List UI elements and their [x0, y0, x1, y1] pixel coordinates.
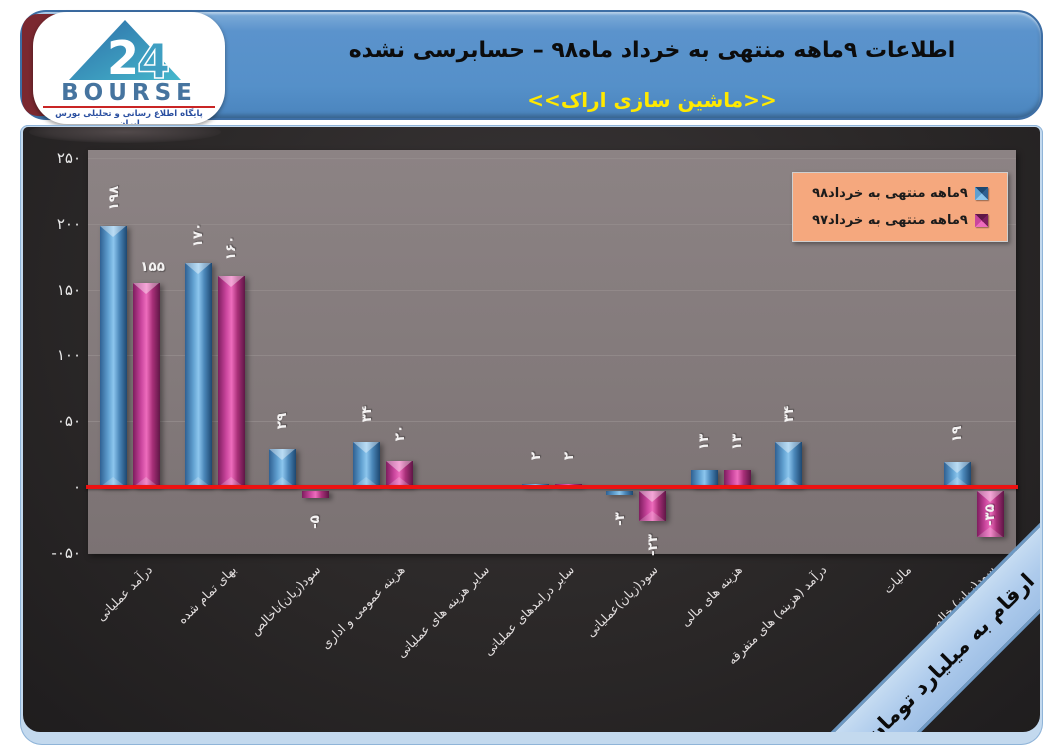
x-label-7: هزینه های مالی [677, 562, 746, 630]
bar-label-s98-2: ۲۹ [274, 412, 291, 430]
x-label-3: هزینه عمومی و اداری [318, 562, 408, 652]
chart-frame: ۲۵۰ ۲۰۰ ۱۵۰ ۱۰۰ ۰۵۰ ۰ -۰۵۰ ۱۹۸ ۱۷۰ ۲۹ ۳۴ ۲ -۳ ۱۳ ۳۴ ۱۹ ۱… [20, 125, 1043, 745]
bar-s98-2 [268, 448, 296, 488]
logo-tagline: پایگاه اطلاع رسانی و تحلیلی بورس ایران [43, 106, 215, 124]
bar-label-s98-5: ۲ [527, 452, 544, 461]
bar-s97-1 [217, 276, 245, 487]
x-label-9: مالیات [879, 562, 915, 597]
x-label-2: سود(زیان)ناخالص [247, 562, 324, 639]
bar-label-s98-3: ۳۴ [358, 406, 375, 423]
bourse24-logo: 2 4 BOURSE پایگاه اطلاع رسانی و تحلیلی ب… [33, 12, 225, 124]
svg-text:2: 2 [107, 31, 139, 82]
y-tick-label-250: ۲۵۰ [56, 149, 81, 167]
y-tick-label--50: -۰۵۰ [51, 543, 81, 562]
gridline-50 [88, 421, 1016, 423]
bar-label-s97-7: ۱۳ [729, 433, 746, 451]
x-label-0: درآمد عملیاتی [92, 562, 155, 624]
bar-label-s98-7: ۱۳ [696, 433, 713, 451]
bar-label-s97-6: -۲۳ [644, 534, 661, 557]
x-label-8: درآمد (هزینه) های متفرقه [724, 562, 830, 668]
company-name: <<ماشین سازی اراک>> [527, 88, 777, 112]
bar-label-s97-3: ۲۰ [391, 424, 408, 441]
bar-s98-10 [943, 461, 971, 487]
bar-s98-1 [184, 263, 212, 487]
bar-label-s97-10: -۳۵ [982, 503, 999, 527]
bar-s98-3 [353, 442, 381, 487]
y-tick-label-0: ۰ [72, 478, 81, 496]
bar-s97-0 [133, 283, 161, 487]
legend-marker-magenta-icon [974, 213, 988, 227]
bar-s97-2 [301, 491, 329, 498]
zero-axis-line [86, 485, 1018, 489]
bourse24-triangle-icon: 2 4 [69, 20, 181, 82]
chart-title-strip [29, 127, 221, 143]
bar-s98-8 [775, 442, 803, 487]
x-label-5: سایر درامدهای عملیاتی [480, 562, 577, 659]
y-tick-label-100: ۱۰۰ [56, 346, 81, 365]
legend-item-98: ۹ماهه منتهی به خرداد۹۸ [803, 186, 997, 201]
bar-label-s97-0: ۱۵۵ [140, 259, 166, 276]
gridline-100 [88, 355, 1016, 357]
bar-s98-7 [690, 469, 718, 487]
bar-label-s97-2: -۵ [307, 514, 324, 529]
x-label-6: سود(زیان)عملیاتی [583, 562, 661, 640]
bar-label-s98-1: ۱۷۰ [190, 222, 207, 248]
bar-label-s98-8: ۳۴ [780, 406, 797, 423]
svg-text:4: 4 [137, 34, 170, 82]
legend: ۹ماهه منتهی به خرداد۹۸ ۹ماهه منتهی به خر… [792, 172, 1008, 242]
bar-label-s97-1: ۱۶۰ [223, 236, 240, 261]
legend-label-98: ۹ماهه منتهی به خرداد۹۸ [812, 186, 968, 202]
legend-item-97: ۹ماهه منتهی به خرداد۹۷ [803, 213, 997, 228]
bar-s98-6 [606, 491, 634, 495]
x-label-4: سایر هزینه های عملیاتی [393, 562, 493, 661]
gridline-150 [88, 289, 1016, 291]
gridline-250 [88, 158, 1016, 159]
gridline--50 [88, 552, 1016, 554]
bar-label-s98-10: ۱۹ [949, 425, 966, 443]
page-title: اطلاعات ۹ماهه منتهی به خرداد ماه۹۸ – حسا… [348, 38, 956, 63]
chart-panel: ۲۵۰ ۲۰۰ ۱۵۰ ۱۰۰ ۰۵۰ ۰ -۰۵۰ ۱۹۸ ۱۷۰ ۲۹ ۳۴ ۲ -۳ ۱۳ ۳۴ ۱۹ ۱… [23, 127, 1040, 732]
legend-label-97: ۹ماهه منتهی به خرداد۹۷ [812, 212, 968, 228]
bar-s97-7 [723, 469, 751, 487]
y-tick-label-50: ۰۵۰ [56, 412, 81, 431]
bar-s98-0 [100, 226, 128, 487]
bar-s97-10 [976, 491, 1004, 538]
bar-s97-6 [639, 491, 667, 522]
legend-marker-blue-icon [974, 187, 988, 201]
y-tick-label-150: ۱۵۰ [56, 280, 81, 299]
bar-label-s98-6: -۳ [611, 512, 628, 526]
x-label-1: بهای تمام شده [174, 562, 240, 627]
bourse-wordmark: BOURSE [61, 80, 197, 106]
bar-s97-3 [386, 460, 414, 488]
bar-label-s97-5: ۲ [560, 452, 577, 461]
gridline-200 [88, 223, 1016, 225]
y-tick-label-200: ۲۰۰ [56, 214, 81, 233]
bar-label-s98-0: ۱۹۸ [105, 186, 122, 211]
